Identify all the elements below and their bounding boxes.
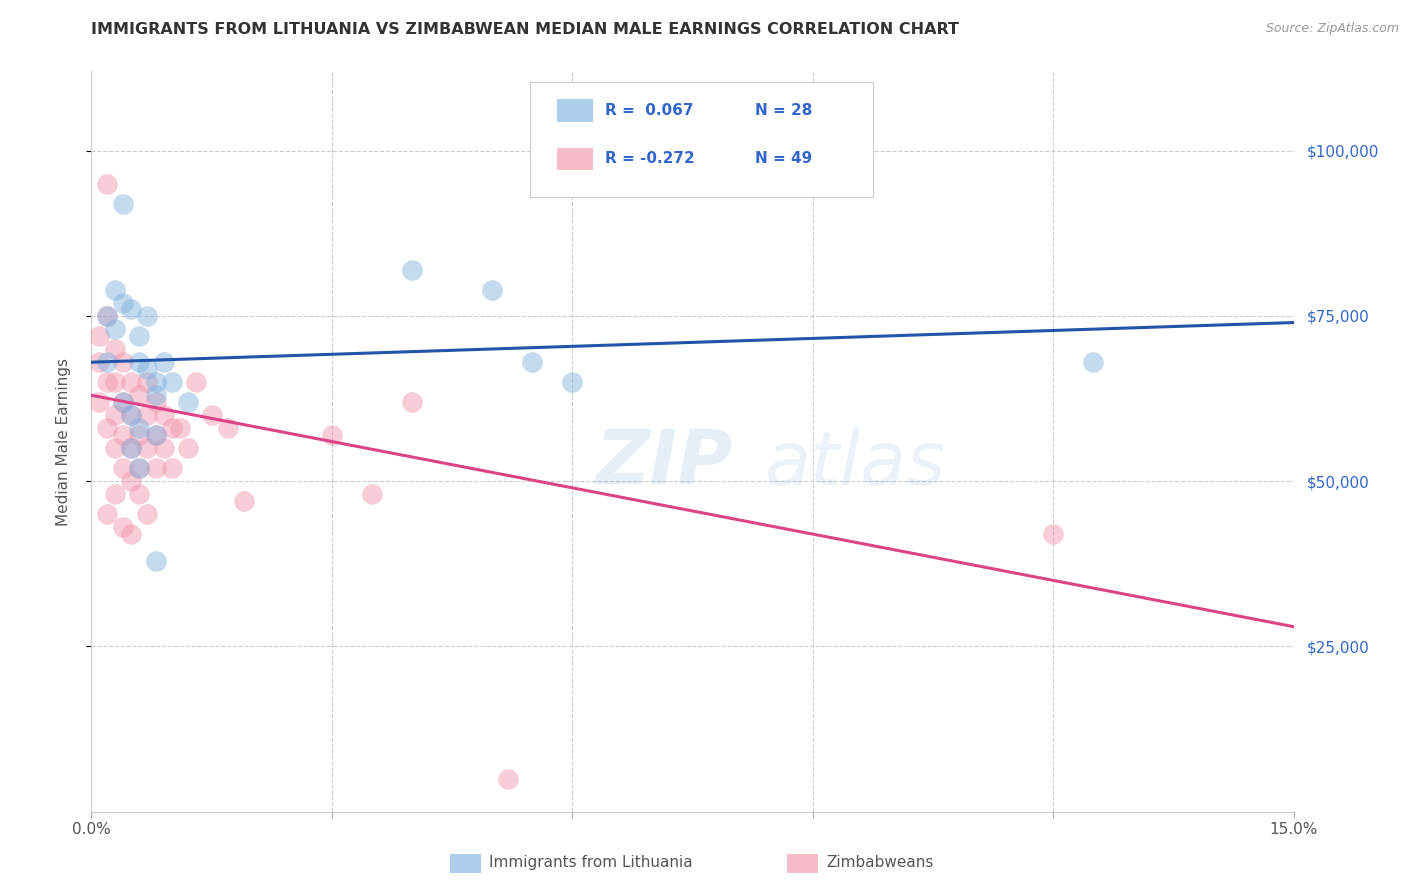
Point <box>145 553 167 567</box>
Point <box>152 355 174 369</box>
Point <box>321 428 343 442</box>
Point <box>89 355 111 369</box>
Point <box>128 421 150 435</box>
Y-axis label: Median Male Earnings: Median Male Earnings <box>56 358 70 525</box>
Point <box>128 461 150 475</box>
Point <box>401 395 423 409</box>
Point <box>201 408 224 422</box>
Text: Source: ZipAtlas.com: Source: ZipAtlas.com <box>1265 22 1399 36</box>
Point <box>176 395 198 409</box>
Point <box>136 375 159 389</box>
Point <box>184 375 207 389</box>
Point <box>145 395 167 409</box>
Point <box>136 361 159 376</box>
Text: R = -0.272: R = -0.272 <box>605 152 695 166</box>
Point <box>145 428 167 442</box>
Point <box>121 441 143 455</box>
Text: IMMIGRANTS FROM LITHUANIA VS ZIMBABWEAN MEDIAN MALE EARNINGS CORRELATION CHART: IMMIGRANTS FROM LITHUANIA VS ZIMBABWEAN … <box>91 22 959 37</box>
Point <box>96 355 118 369</box>
Point <box>121 302 143 317</box>
Point <box>145 375 167 389</box>
Text: N = 28: N = 28 <box>755 103 813 118</box>
Point <box>96 421 118 435</box>
Point <box>128 461 150 475</box>
Point <box>121 408 143 422</box>
Point <box>128 355 150 369</box>
Point <box>112 461 135 475</box>
Point <box>160 375 183 389</box>
Point <box>145 428 167 442</box>
Point <box>1042 527 1064 541</box>
Point <box>160 461 183 475</box>
FancyBboxPatch shape <box>530 82 873 197</box>
Point <box>112 355 135 369</box>
Point <box>112 428 135 442</box>
Point <box>176 441 198 455</box>
Point <box>121 441 143 455</box>
Point <box>128 487 150 501</box>
Point <box>128 328 150 343</box>
Point <box>136 441 159 455</box>
Point <box>217 421 239 435</box>
Point <box>481 283 503 297</box>
Point <box>112 395 135 409</box>
Text: N = 49: N = 49 <box>755 152 813 166</box>
Point <box>112 395 135 409</box>
Point <box>104 441 127 455</box>
Text: ZIP: ZIP <box>596 427 734 500</box>
FancyBboxPatch shape <box>557 100 593 121</box>
Point <box>561 375 583 389</box>
Point <box>121 527 143 541</box>
Point <box>136 508 159 522</box>
Point <box>89 395 111 409</box>
Point <box>89 328 111 343</box>
Point <box>104 283 127 297</box>
Point <box>112 196 135 211</box>
Point <box>136 408 159 422</box>
Point <box>496 772 519 786</box>
Text: Immigrants from Lithuania: Immigrants from Lithuania <box>489 855 693 870</box>
Point <box>152 408 174 422</box>
Point <box>160 421 183 435</box>
Point <box>145 461 167 475</box>
FancyBboxPatch shape <box>557 147 593 169</box>
Point <box>145 388 167 402</box>
Point <box>1083 355 1105 369</box>
Point <box>96 508 118 522</box>
Point <box>121 474 143 488</box>
Point <box>136 309 159 323</box>
Point <box>96 375 118 389</box>
Text: R =  0.067: R = 0.067 <box>605 103 693 118</box>
Point <box>232 494 254 508</box>
Point <box>522 355 544 369</box>
Point <box>96 309 118 323</box>
Point <box>128 388 150 402</box>
Point <box>104 408 127 422</box>
Point <box>104 487 127 501</box>
Point <box>112 295 135 310</box>
Text: Zimbabweans: Zimbabweans <box>827 855 934 870</box>
Point <box>121 408 143 422</box>
Point <box>360 487 382 501</box>
Point <box>104 342 127 356</box>
Point <box>104 322 127 336</box>
Point <box>169 421 191 435</box>
Point <box>96 177 118 191</box>
Point <box>104 375 127 389</box>
Text: atlas: atlas <box>765 428 946 500</box>
Point <box>128 428 150 442</box>
Point <box>401 262 423 277</box>
Point <box>112 520 135 534</box>
Point <box>121 375 143 389</box>
Point <box>96 309 118 323</box>
Point <box>152 441 174 455</box>
